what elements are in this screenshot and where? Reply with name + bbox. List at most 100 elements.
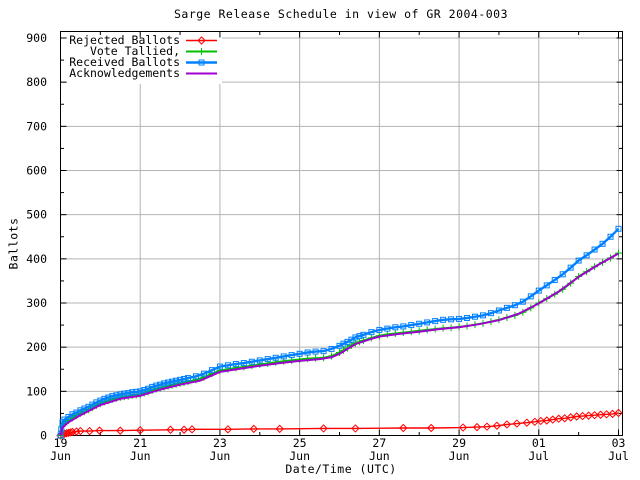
x-tick-label-month: Jun [50, 449, 71, 463]
y-tick-label: 700 [26, 119, 47, 133]
square-marker [288, 352, 295, 359]
y-tick-label: 400 [26, 252, 47, 266]
diamond-marker [95, 426, 104, 435]
x-tick-label-month: Jun [210, 449, 231, 463]
square-marker [200, 370, 207, 377]
legend-label: Vote Tallied, [90, 44, 180, 58]
x-tick-label-day: 03 [612, 436, 626, 450]
square-marker [487, 310, 494, 317]
y-axis-label: Ballots [6, 217, 21, 270]
square-marker [440, 316, 447, 323]
series-vote-tallied [57, 249, 622, 439]
x-tick-label-day: 29 [452, 436, 466, 450]
square-marker [248, 358, 255, 365]
square-marker [368, 329, 375, 336]
series-line [59, 227, 620, 436]
diamond-marker [249, 424, 259, 434]
square-marker [456, 315, 463, 322]
square-marker [105, 394, 112, 401]
x-tick-label-month: Jun [130, 449, 151, 463]
x-tick-label-day: 27 [372, 436, 386, 450]
square-marker [101, 395, 108, 402]
diamond-marker [76, 426, 85, 436]
x-tick-label-month: Jun [289, 449, 310, 463]
diamond-marker [116, 426, 125, 435]
square-marker [448, 316, 455, 323]
y-tick-label: 0 [40, 429, 47, 443]
y-tick-label: 800 [26, 75, 47, 89]
square-marker [216, 363, 223, 370]
square-marker [153, 382, 160, 389]
square-marker [232, 360, 239, 367]
square-marker [551, 277, 558, 284]
square-marker [591, 246, 598, 253]
square-marker [607, 233, 614, 240]
diamond-marker [319, 424, 328, 433]
square-marker [141, 387, 148, 394]
x-tick-label-day: 21 [133, 436, 147, 450]
diamond-marker [426, 423, 436, 433]
square-marker [400, 323, 407, 330]
legend-label: Received Ballots [69, 55, 180, 69]
square-marker [137, 388, 144, 395]
square-marker [519, 298, 526, 305]
diamond-marker [512, 419, 522, 428]
diamond-marker [275, 424, 284, 434]
diamond-marker [351, 424, 360, 433]
x-tick-label-day: 01 [532, 436, 546, 450]
square-marker [165, 379, 172, 386]
chart-title: Sarge Release Schedule in view of GR 200… [173, 7, 509, 21]
square-marker [360, 331, 367, 338]
square-marker [615, 225, 622, 232]
diamond-marker [197, 36, 206, 45]
x-axis-label: Date/Time (UTC) [285, 462, 397, 476]
diamond-marker [64, 428, 73, 438]
square-marker [320, 348, 327, 355]
square-marker [133, 388, 140, 395]
square-marker [145, 385, 152, 392]
square-marker [272, 354, 279, 361]
square-marker [173, 377, 180, 384]
square-marker [129, 389, 136, 396]
legend-label: Acknowledgements [69, 66, 180, 80]
square-marker [264, 356, 271, 363]
square-marker [81, 405, 88, 412]
diamond-marker [458, 423, 468, 432]
grid-lines [60, 31, 623, 436]
square-marker [256, 357, 263, 364]
square-marker [527, 293, 534, 300]
square-marker [208, 367, 215, 374]
square-marker [69, 411, 76, 418]
diamond-marker [502, 420, 512, 429]
plot-border [60, 31, 623, 436]
series-rejected-ballots [56, 408, 623, 440]
square-marker [198, 59, 205, 66]
y-tick-label: 300 [26, 296, 47, 310]
square-marker [511, 302, 518, 309]
y-tick-label: 200 [26, 340, 47, 354]
square-marker [149, 383, 156, 390]
square-marker [479, 312, 486, 319]
square-marker [472, 313, 479, 320]
square-marker [185, 375, 192, 382]
series-acknowledgements [59, 252, 619, 436]
series-line [59, 252, 620, 436]
x-tick-label-month: Jul [528, 449, 549, 463]
diamond-marker [399, 423, 408, 433]
diamond-marker [85, 426, 94, 436]
square-marker [121, 390, 128, 397]
square-marker [240, 360, 247, 367]
square-marker [280, 353, 287, 360]
square-marker [583, 252, 590, 259]
diamond-marker [72, 427, 81, 436]
legend-label: Rejected Ballots [69, 33, 180, 47]
diamond-marker [179, 425, 189, 434]
diamond-marker [68, 427, 77, 437]
tick-marks [60, 31, 623, 436]
square-marker [193, 373, 200, 380]
square-marker [296, 350, 303, 357]
y-tick-label: 100 [26, 384, 47, 398]
square-marker [575, 257, 582, 264]
